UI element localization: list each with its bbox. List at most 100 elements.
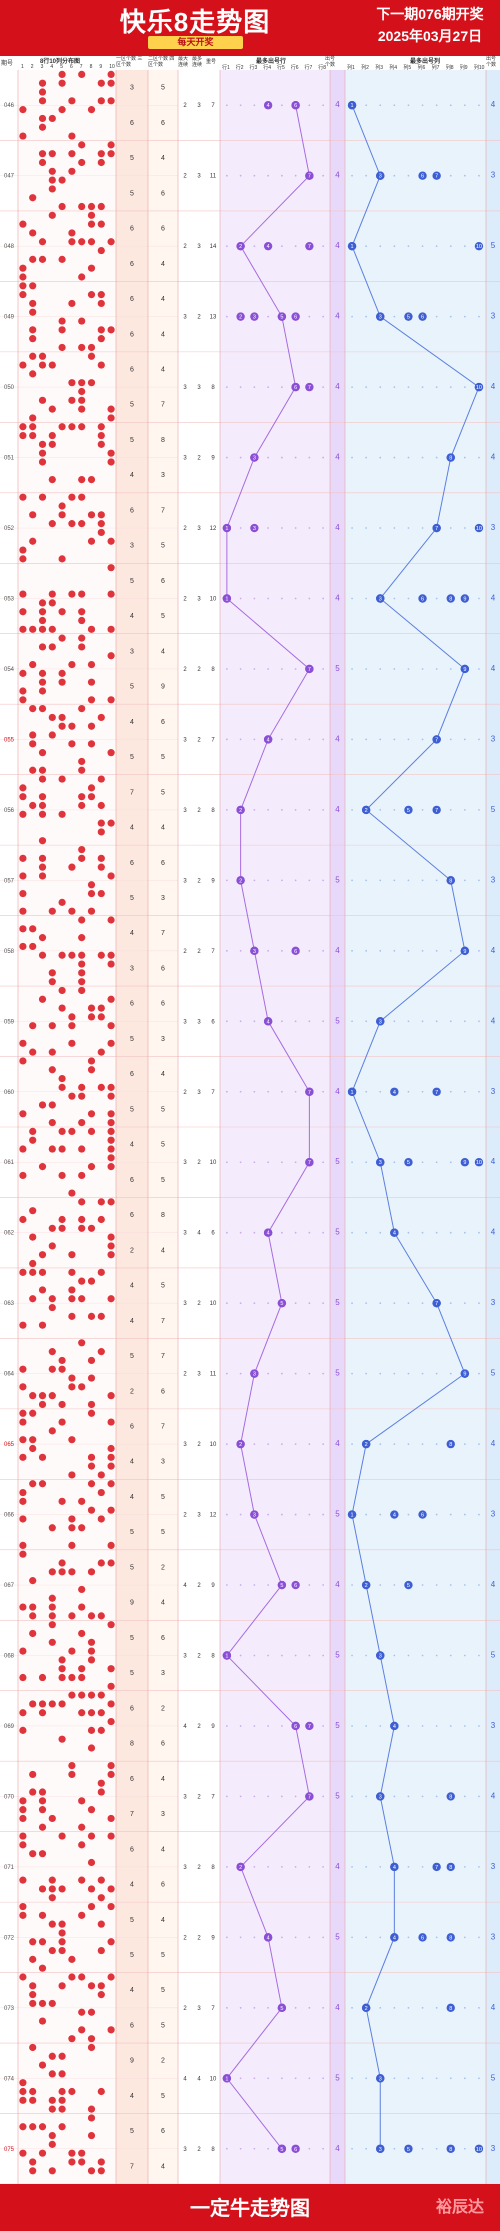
row-dot: [294, 1866, 297, 1868]
area-four-count: 5: [161, 543, 165, 550]
drawn-ball: [58, 1004, 66, 1012]
row-ball: [250, 312, 259, 321]
row-dot: [322, 315, 325, 318]
col-dot: [449, 668, 452, 670]
issue-number: 070: [4, 1794, 15, 1800]
row-trend-label: 7: [308, 667, 311, 673]
max-row-header: 最多 连续: [192, 56, 203, 68]
row-ball-label: 6: [294, 1583, 297, 1589]
drawn-ball: [87, 740, 96, 748]
row-trend-label: 7: [308, 1794, 311, 1800]
area-three-count: 4: [130, 472, 134, 479]
drawn-ball: [48, 1303, 56, 1312]
drawn-ball: [29, 1788, 37, 1796]
col-count-value: 3: [491, 875, 496, 884]
drawn-ball: [58, 70, 66, 79]
row-ball: [291, 946, 300, 956]
row-count-value: 5: [335, 1228, 340, 1237]
issue-number: 049: [4, 315, 15, 321]
area-four-count: 6: [161, 1882, 165, 1889]
row-trend-label: 2: [239, 878, 242, 884]
row-dot: [294, 1020, 297, 1023]
drawn-ball: [87, 1638, 96, 1646]
drawn-ball: [48, 731, 56, 739]
drawn-ball: [107, 141, 115, 149]
row-dot: [294, 245, 297, 248]
drawn-ball: [58, 722, 66, 730]
drawn-ball: [58, 1568, 66, 1576]
drawn-ball: [19, 590, 27, 598]
col-ball-label: 7: [435, 174, 438, 180]
drawn-ball: [38, 1806, 47, 1814]
drawn-ball: [19, 1797, 27, 1805]
drawn-ball: [68, 1092, 76, 1100]
drawn-ball: [29, 431, 37, 440]
drawn-ball: [19, 907, 27, 915]
area-three-count: 7: [130, 1811, 134, 1818]
col-trend-label: 1: [351, 244, 354, 250]
drawn-ball: [87, 1462, 96, 1470]
row-dot: [267, 1584, 270, 1586]
col-dot: [407, 1231, 410, 1234]
issue-number: 055: [4, 737, 15, 743]
col-count-value: 4: [491, 1157, 496, 1166]
max-col-value: 3: [183, 1794, 187, 1800]
row-ball: [305, 382, 314, 392]
max-row-value: 3: [197, 526, 201, 532]
row-dot: [239, 456, 242, 459]
drawn-ball: [87, 1356, 96, 1365]
drawn-ball: [68, 423, 76, 431]
area-two-count: 6: [161, 719, 165, 726]
drawn-ball: [38, 150, 47, 158]
col-ball-label: 10: [476, 2147, 482, 2153]
row-dot: [308, 1866, 311, 1868]
repeat-value: 8: [211, 385, 215, 391]
drawn-ball: [58, 1885, 66, 1893]
drawn-ball: [48, 1894, 56, 1902]
row-dot: [322, 738, 325, 741]
col-trend-label: 9: [463, 949, 466, 955]
col-dot: [435, 1725, 438, 1727]
area-three-count: 5: [130, 1670, 134, 1677]
drawn-ball: [68, 379, 76, 387]
drawn-ball: [48, 2105, 56, 2113]
drawn-ball: [68, 722, 76, 730]
drawn-ball: [97, 1612, 105, 1620]
drawn-ball: [97, 1215, 105, 1224]
drawn-ball: [107, 238, 115, 246]
row-dot: [322, 1513, 325, 1516]
row-dot: [322, 456, 325, 459]
area-three-count: 5: [130, 684, 134, 691]
col-dot: [365, 527, 368, 529]
area-two-count: 4: [161, 1846, 165, 1853]
col-dot: [449, 1231, 452, 1234]
col-ball: [460, 1158, 470, 1167]
drawn-ball: [107, 1700, 115, 1708]
col-dot: [379, 1302, 382, 1305]
footer-title: 一定牛走势图: [190, 2198, 310, 2220]
col-dot: [478, 174, 480, 177]
drawn-ball: [87, 696, 96, 704]
row-dot: [280, 1936, 283, 1939]
drawn-ball: [78, 1224, 86, 1232]
col-dot: [449, 527, 452, 529]
drawn-ball: [78, 2026, 86, 2034]
col-dot: [435, 104, 438, 107]
col-dot: [365, 2077, 368, 2080]
max-col-value: 3: [183, 1160, 187, 1166]
drawn-ball: [107, 1198, 115, 1206]
drawn-ball: [58, 1920, 66, 1928]
row-dot: [294, 1513, 297, 1516]
drawn-ball: [38, 599, 47, 607]
drawn-ball: [19, 1436, 27, 1444]
col-dot: [478, 2006, 480, 2009]
area-three-count: 5: [130, 402, 134, 409]
col-ball-label: 8: [449, 1935, 452, 1941]
drawn-ball: [19, 1550, 27, 1558]
col-dot: [393, 2077, 396, 2080]
drawn-ball: [48, 2167, 56, 2175]
drawn-ball: [97, 1013, 105, 1021]
max-row-value: 2: [197, 1160, 201, 1166]
col-count-value: 4: [491, 594, 496, 603]
max-row-value: 2: [197, 1794, 201, 1800]
